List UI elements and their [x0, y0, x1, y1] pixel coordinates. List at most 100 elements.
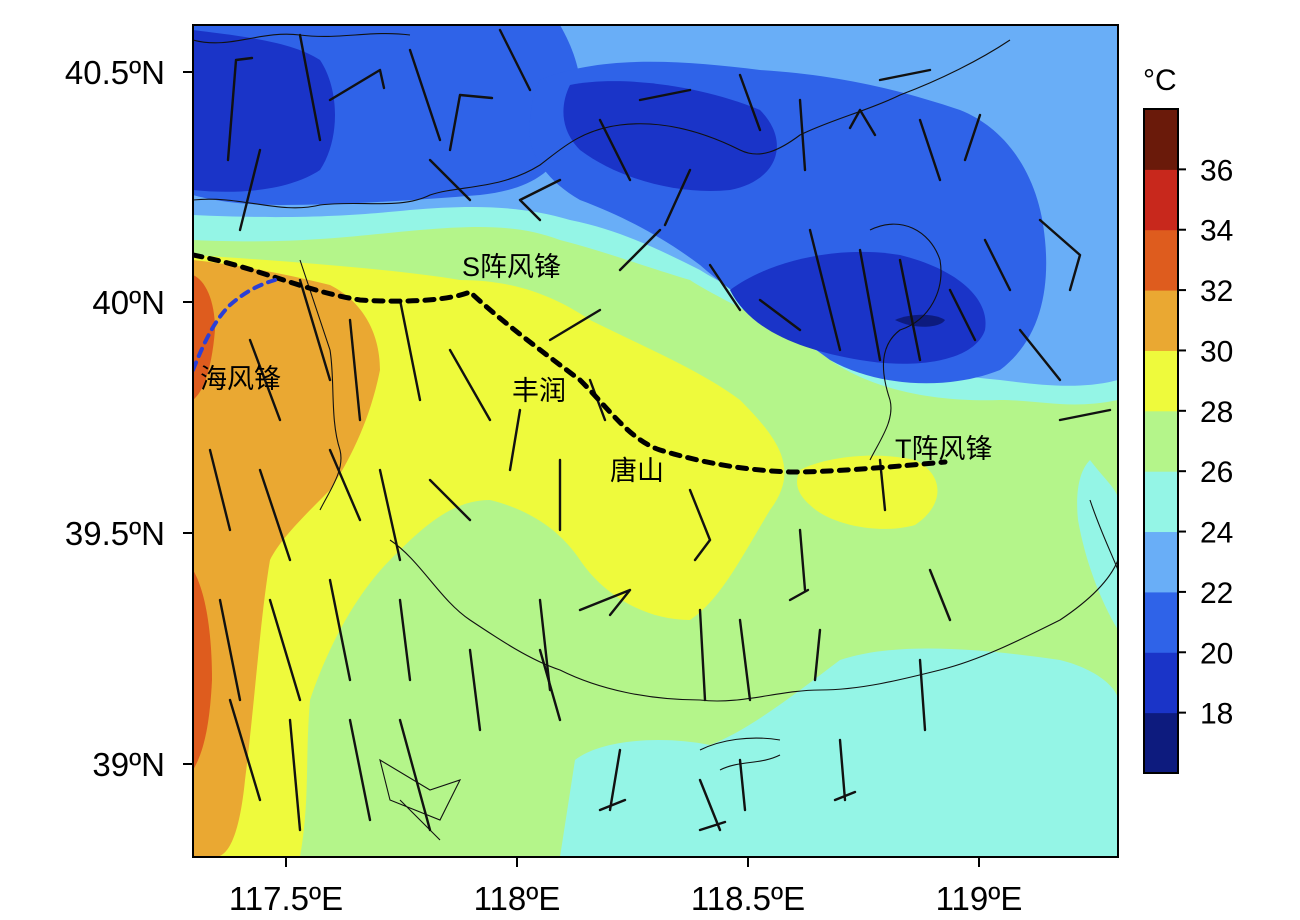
wind-barb	[298, 33, 322, 142]
colorbar-segment	[1144, 350, 1178, 412]
x-axis-labels: 117.5ºE 118ºE 118.5ºE 119ºE	[229, 880, 1022, 917]
map-panel: S阵风锋 海风锋 丰润 唐山 T阵风锋	[193, 25, 1118, 857]
s-gust-front-line	[193, 252, 948, 475]
sea-breeze-front-line	[193, 278, 277, 372]
wind-barb	[918, 658, 927, 732]
contour-18-east-core	[730, 251, 986, 364]
wind-barb	[1038, 218, 1082, 292]
wind-barb	[328, 68, 386, 102]
s-gust-front-label: S阵风锋	[462, 252, 561, 282]
wind-barb	[398, 598, 412, 682]
wind-barb	[598, 118, 632, 182]
contour-16-east-core	[895, 314, 945, 327]
wind-barb	[448, 348, 492, 422]
coastline	[389, 539, 1118, 702]
wind-barb	[508, 408, 522, 472]
annotations: S阵风锋 海风锋 丰润 唐山 T阵风锋	[200, 252, 993, 486]
y-tick-label: 39.5ºN	[65, 515, 165, 552]
wind-barb	[228, 698, 262, 802]
wind-barb	[708, 263, 742, 312]
fronts	[193, 252, 948, 475]
wind-barb	[813, 628, 822, 682]
wind-barb	[738, 73, 762, 132]
colorbar-segment	[1144, 290, 1178, 351]
wind-barb	[408, 48, 442, 142]
wind-barb	[398, 298, 422, 402]
wind-barb	[738, 758, 747, 812]
wind-barb	[598, 748, 627, 812]
wind-barb	[758, 298, 802, 332]
sea-breeze-front-label: 海风锋	[200, 364, 281, 394]
map-frame	[192, 24, 1119, 858]
wind-barb	[848, 108, 877, 137]
wind-barb	[328, 448, 362, 522]
contour-32-34-south	[193, 570, 212, 770]
x-tick-label: 118ºE	[474, 880, 561, 917]
x-tick-label: 119ºE	[936, 880, 1023, 917]
wind-barb	[448, 93, 494, 152]
y-axis-labels: 40.5ºN 40ºN 39.5ºN 39ºN	[65, 54, 165, 783]
wind-barb	[258, 468, 292, 562]
wind-barb	[878, 68, 932, 82]
contour-24-26-east	[1077, 460, 1118, 630]
t-gust-front-label: T阵风锋	[895, 434, 993, 464]
colorbar-segment	[1144, 169, 1178, 231]
wind-barb	[663, 168, 692, 227]
colorbar-ticks: 18 20 22 24 26 28 30 32 34 36	[1178, 154, 1233, 731]
coastline-boundaries	[193, 33, 1118, 841]
wind-barb	[298, 278, 332, 382]
colorbar-segment	[1144, 531, 1178, 593]
wind-barb	[1018, 328, 1062, 382]
colorbar-tick-label: 34	[1200, 215, 1233, 248]
colorbar-segment	[1144, 229, 1178, 291]
wind-barb	[578, 588, 632, 617]
colorbar-tick-label: 26	[1200, 456, 1233, 489]
colorbar-segments	[1144, 109, 1178, 774]
colorbar-tick-label: 22	[1200, 577, 1233, 610]
wind-barb	[238, 148, 262, 232]
colorbar-tick-label: 20	[1200, 637, 1233, 670]
wind-barb	[468, 648, 482, 732]
wind-barb	[398, 718, 432, 832]
colorbar-segment	[1144, 109, 1178, 170]
colorbar-tick-label: 28	[1200, 396, 1233, 429]
x-tick-label: 118.5ºE	[691, 880, 805, 917]
wind-barb	[518, 178, 562, 222]
contour-28-30-east-patch	[797, 455, 938, 529]
wind-barb	[738, 618, 752, 702]
colorbar-segment	[1144, 471, 1178, 533]
x-tick-label: 117.5ºE	[229, 880, 343, 917]
wind-barb	[918, 118, 942, 182]
y-tick-label: 39ºN	[92, 746, 165, 783]
colorbar-tick-label: 18	[1200, 698, 1233, 731]
wind-barb	[268, 598, 302, 702]
wind-barb	[498, 28, 532, 92]
colorbar-segment	[1144, 652, 1178, 714]
wind-barb	[428, 478, 472, 522]
wind-barb	[808, 228, 842, 352]
y-tick-label: 40ºN	[92, 284, 165, 321]
wind-barb	[788, 528, 810, 602]
wind-barb	[698, 778, 727, 832]
wind-barb	[928, 568, 952, 622]
colorbar-segment	[1144, 591, 1178, 653]
wind-barb	[548, 308, 602, 342]
wind-barb	[348, 718, 372, 822]
wind-barb	[218, 598, 242, 702]
wind-barb	[688, 488, 712, 562]
wind-barb	[798, 98, 807, 172]
wind-barb	[963, 113, 982, 162]
province-boundary	[193, 39, 1011, 209]
wind-barb	[833, 738, 857, 802]
colorbar: °C 18 20 22 24 26 28 30 32 34 36	[1143, 64, 1233, 774]
colorbar-segment	[1144, 712, 1178, 774]
wind-barb	[288, 718, 302, 832]
province-boundary	[299, 259, 342, 511]
coastline	[1089, 499, 1118, 571]
y-tick-label: 40.5ºN	[65, 54, 165, 91]
wind-barb	[858, 248, 882, 362]
wind-barb	[226, 56, 254, 162]
contour-18-ne-core	[563, 81, 777, 191]
wind-barb	[898, 258, 922, 362]
